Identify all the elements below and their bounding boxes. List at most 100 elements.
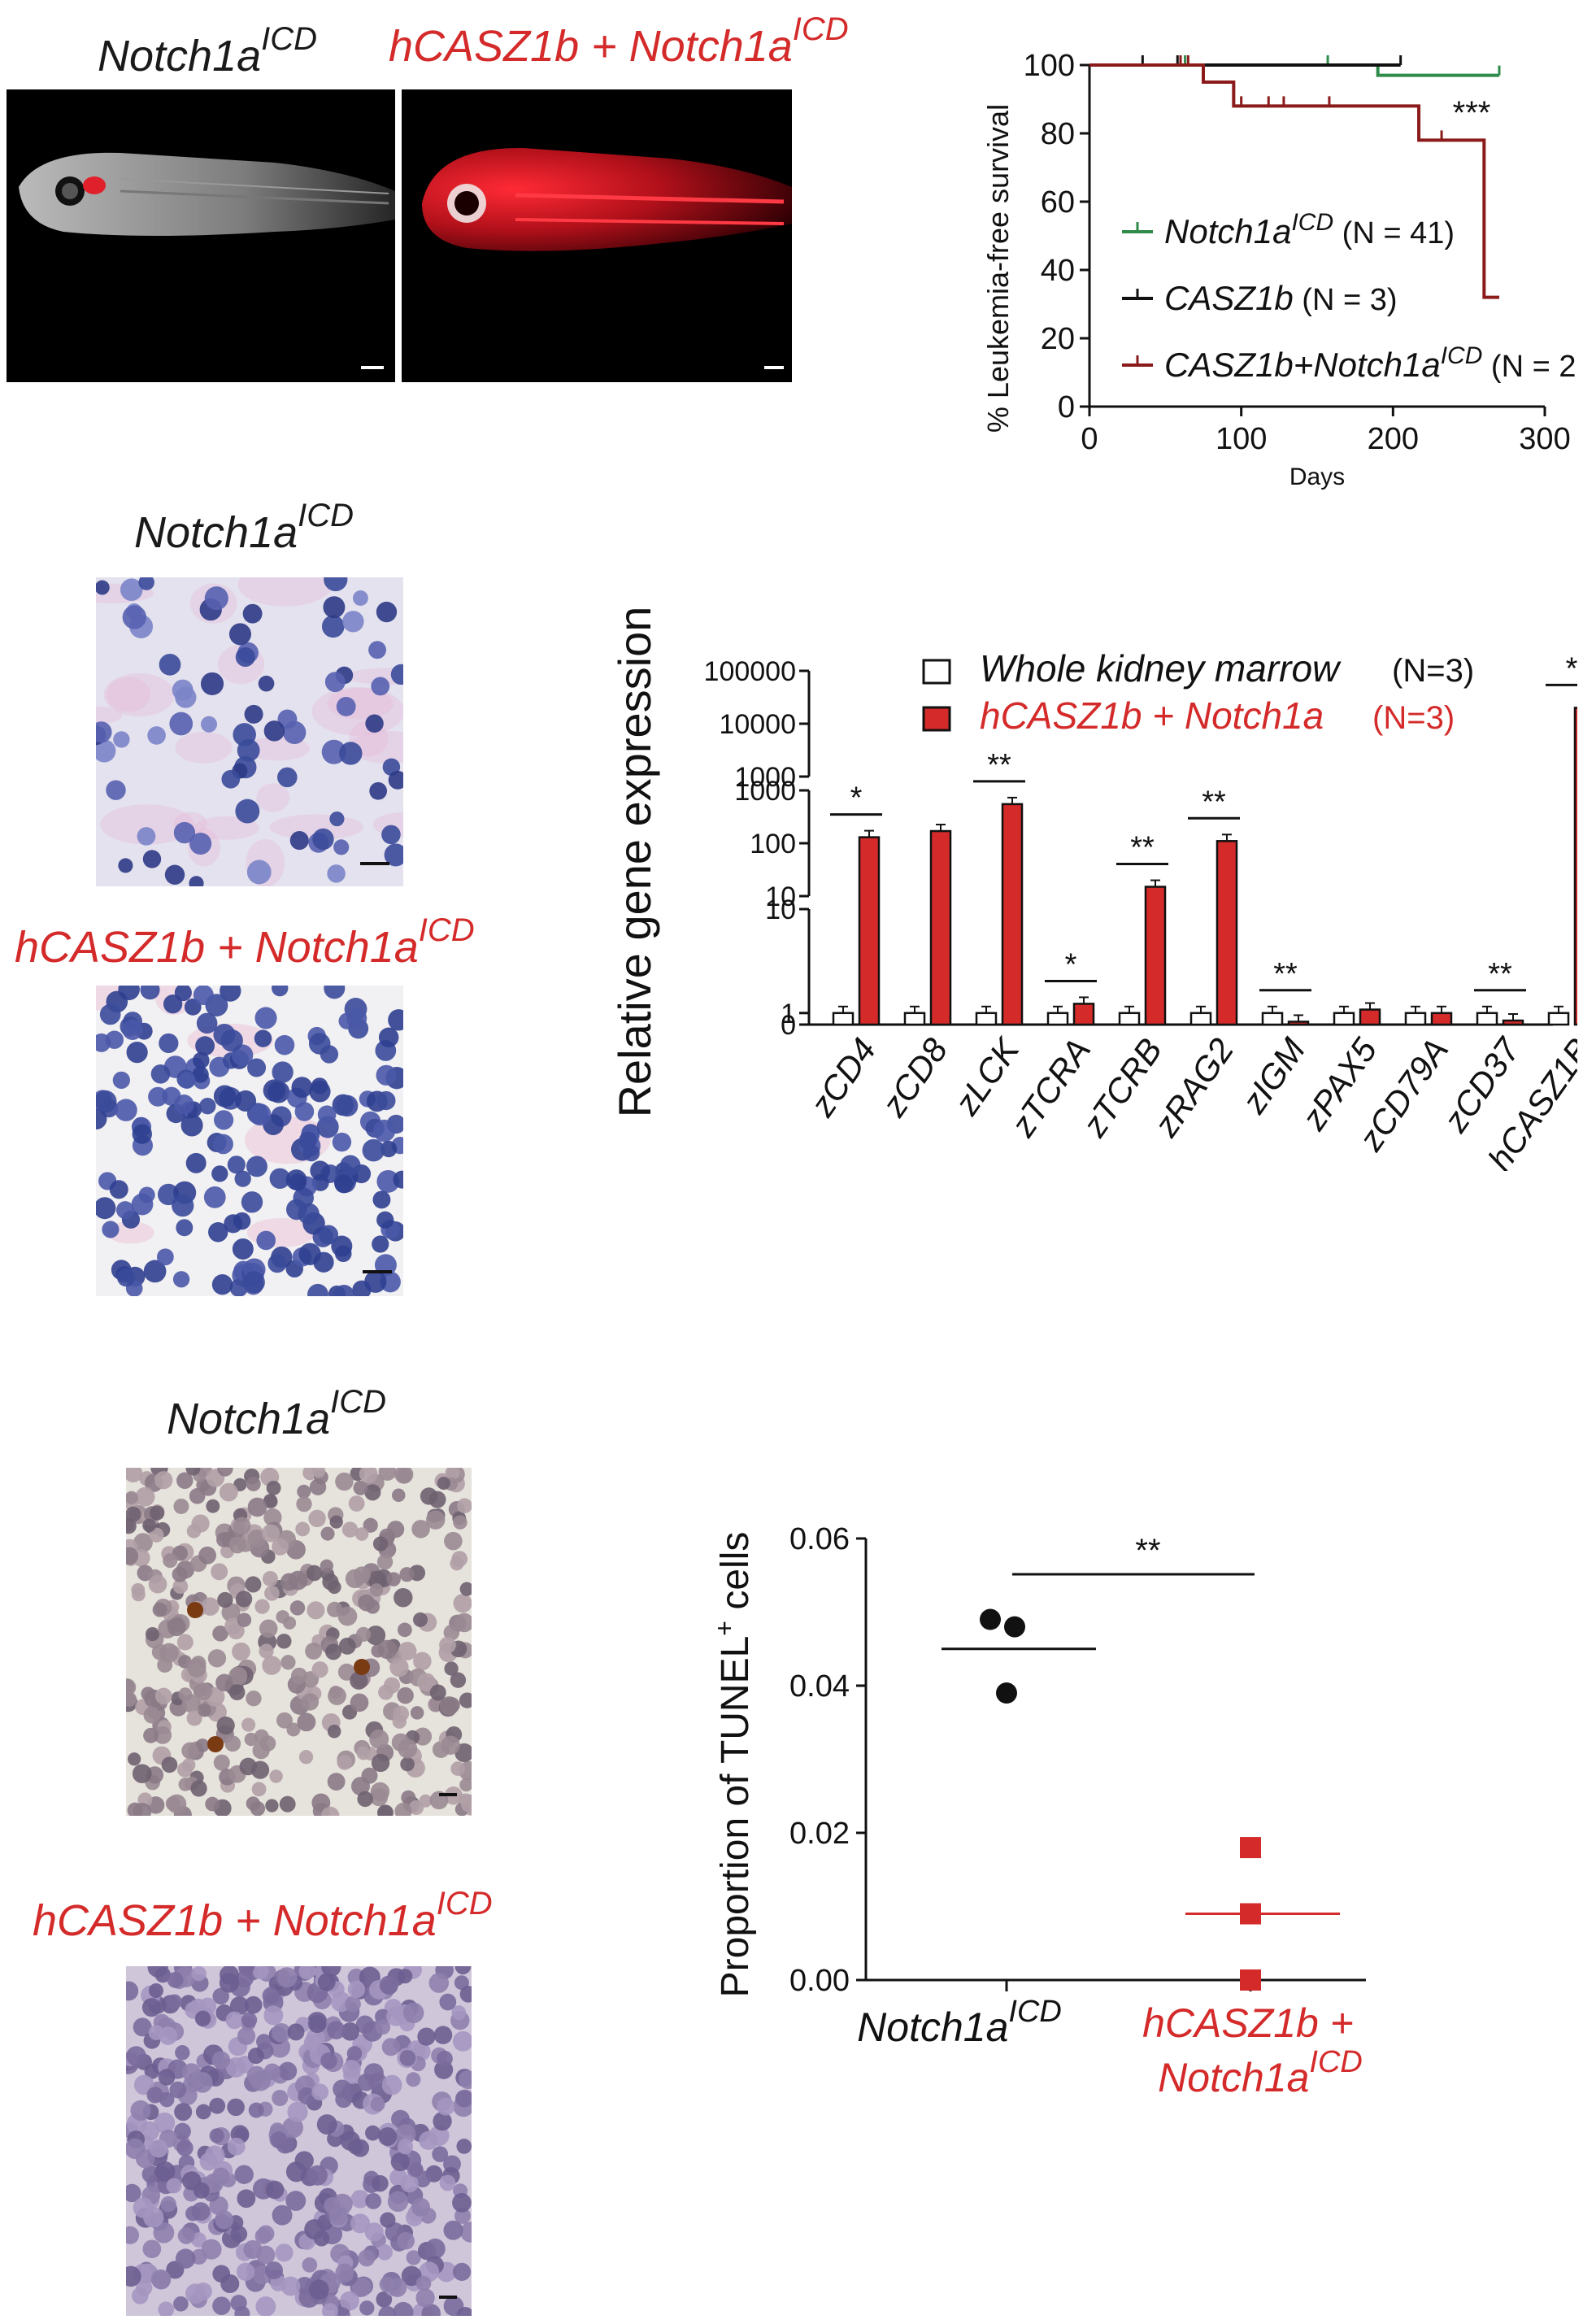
cell — [148, 1086, 168, 1107]
bar-zCD79A-0 — [1404, 1012, 1427, 1026]
cell — [135, 1486, 155, 1507]
cell — [185, 2205, 201, 2222]
cell — [126, 1691, 137, 1707]
cell — [329, 1515, 343, 1529]
cell — [166, 2178, 182, 2194]
cell — [96, 580, 110, 595]
cell — [378, 2126, 398, 2146]
cell — [388, 1009, 403, 1031]
cell — [320, 1526, 335, 1541]
cell — [417, 1673, 436, 1692]
cell — [132, 1124, 152, 1144]
cell — [237, 738, 260, 762]
cell — [393, 1170, 403, 1189]
cell — [152, 1602, 167, 1617]
cell — [296, 1496, 312, 1512]
cell — [235, 799, 260, 824]
cell — [211, 2051, 231, 2069]
cell — [372, 2174, 389, 2192]
scatter-point — [1240, 1969, 1261, 1991]
cell — [381, 825, 401, 845]
background-texture — [103, 672, 175, 717]
axis-break — [825, 779, 1573, 788]
cell — [220, 2274, 240, 2294]
bar-sig-mark: * — [850, 781, 863, 816]
cell — [105, 1030, 124, 1049]
cell — [308, 1509, 326, 1528]
cell — [322, 1573, 339, 1591]
cell — [356, 1746, 371, 1760]
cell — [298, 1203, 320, 1225]
cell — [399, 1567, 415, 1582]
cell — [167, 1794, 187, 1814]
tunel-scatter-chart: 0.00 0.02 0.04 0.06 Proportion of TUNEL+ ce… — [710, 1522, 1366, 2100]
cell — [167, 1971, 184, 1988]
cell — [324, 2197, 341, 2214]
cell — [445, 1468, 460, 1480]
label-combo-tunel: hCASZ1b + Notch1aICD — [33, 1886, 493, 1945]
cell — [275, 2243, 294, 2262]
cell — [364, 2222, 384, 2242]
bar-y-tick-label: 100 — [750, 829, 796, 860]
cell — [236, 2262, 255, 2282]
cell — [350, 2190, 370, 2209]
cell — [126, 1518, 137, 1534]
cell — [460, 1794, 472, 1813]
cell — [312, 828, 334, 851]
cell — [262, 1656, 281, 1675]
cell — [216, 1716, 235, 1735]
cell — [443, 1624, 460, 1641]
bar-y-tick-label: 1000 — [734, 762, 796, 793]
scatter-y-tick-label: 0.06 — [789, 1522, 850, 1556]
cell — [397, 2139, 413, 2155]
cell — [176, 1634, 194, 1651]
scale-bar — [439, 2296, 457, 2299]
cell — [131, 1587, 146, 1602]
cell — [276, 1712, 293, 1729]
cell — [214, 1110, 234, 1130]
cell — [369, 1729, 389, 1749]
cell — [390, 664, 403, 685]
cell — [413, 1652, 432, 1671]
cell — [247, 1058, 267, 1077]
cell — [272, 1061, 294, 1083]
cell — [387, 2191, 409, 2213]
cell — [263, 1079, 286, 1102]
cell — [259, 1643, 274, 1659]
cell — [417, 2027, 436, 2046]
cell — [147, 1966, 168, 1978]
scatter-x-label-combo-1: hCASZ1b + — [1142, 2000, 1354, 2046]
cell — [172, 1271, 190, 1288]
cell — [324, 577, 348, 592]
cell — [126, 1506, 141, 1522]
cell — [394, 1802, 412, 1816]
cell — [419, 2130, 438, 2150]
scatter-x-label-combo-2: Notch1aICD — [1158, 2045, 1363, 2100]
fish-image-combo — [402, 89, 792, 382]
cell — [277, 767, 298, 788]
cell — [173, 1499, 189, 1514]
cell — [372, 1235, 389, 1253]
cell — [196, 1012, 218, 1034]
cell — [250, 1801, 266, 1816]
cell — [333, 839, 350, 855]
bar-zRAG2-0 — [1189, 1012, 1212, 1026]
cell — [150, 2269, 172, 2290]
cell — [192, 1066, 209, 1083]
cell — [317, 1105, 337, 1124]
cell — [237, 2189, 256, 2209]
cell — [150, 1505, 165, 1521]
cell — [220, 1029, 243, 1052]
cell — [276, 1967, 298, 1988]
cell — [297, 1713, 316, 1732]
cell — [298, 1966, 316, 1980]
cell — [368, 641, 387, 659]
tunel-positive-cell — [187, 1602, 203, 1618]
cell — [457, 1498, 472, 1514]
cell — [334, 1245, 352, 1262]
cell — [245, 1576, 262, 1593]
bar-zPAX5-0 — [1333, 1012, 1355, 1026]
cell — [215, 1673, 233, 1692]
cell — [272, 1538, 289, 1556]
cell — [142, 1518, 156, 1533]
